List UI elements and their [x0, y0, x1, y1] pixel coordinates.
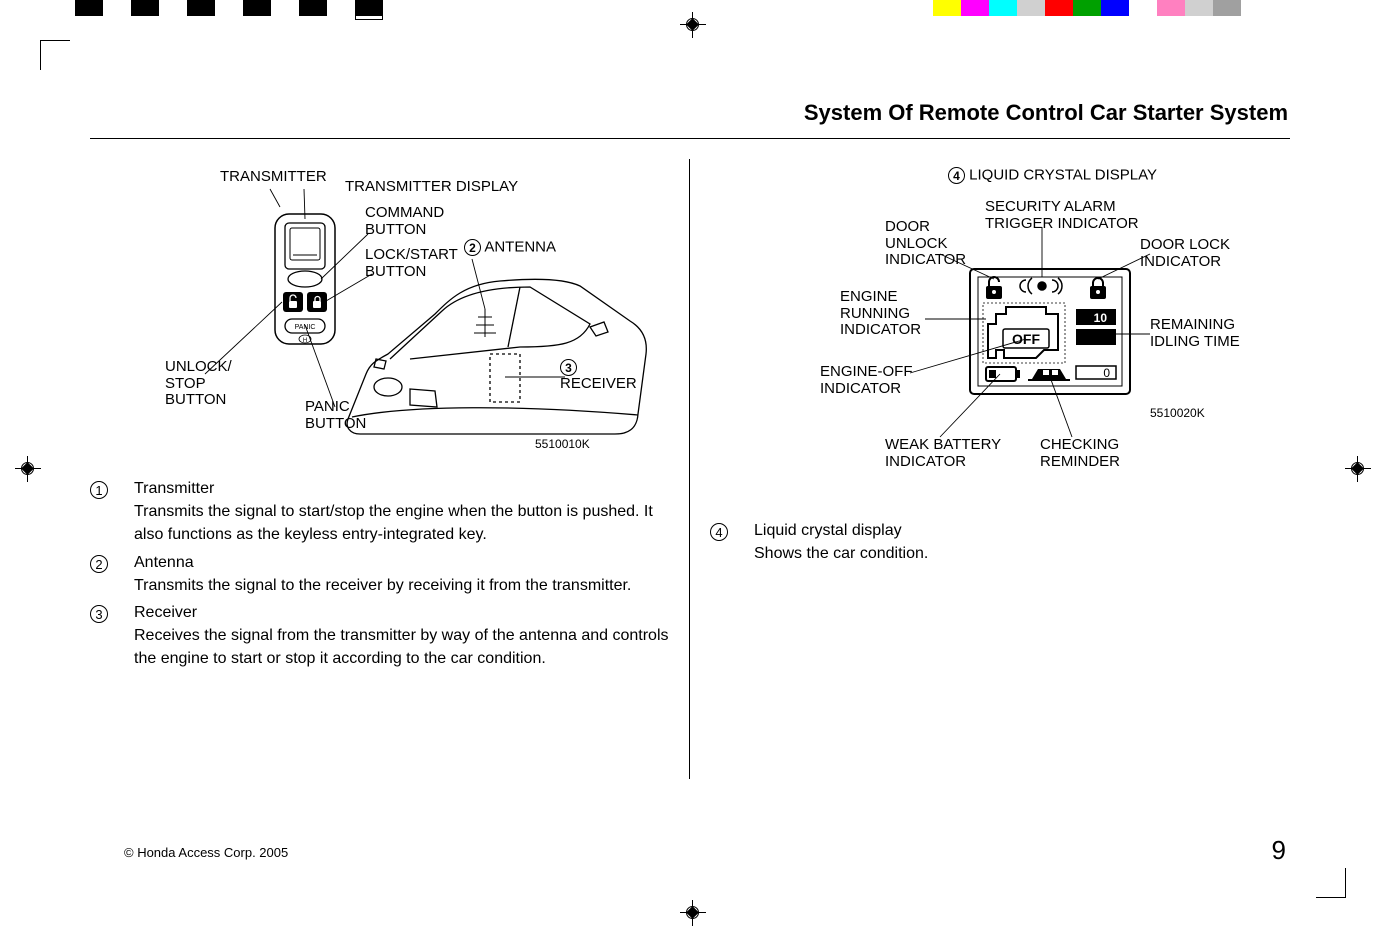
footer-copyright: © Honda Access Corp. 2005 — [124, 845, 288, 860]
car-icon — [347, 279, 646, 434]
label-antenna: 2 ANTENNA — [464, 239, 556, 256]
list-item: 4 Liquid crystal displayShows the car con… — [710, 519, 1290, 565]
svg-text:OFF: OFF — [1012, 331, 1040, 347]
list-item-desc: Transmits the signal to start/stop the e… — [134, 500, 669, 546]
list-number-icon: 1 — [90, 481, 108, 499]
label-engine-off: ENGINE-OFF INDICATOR — [820, 364, 913, 397]
colorbar-swatch — [187, 0, 215, 16]
lcd-icon: OFF 10 0 — [970, 269, 1130, 394]
label-receiver: 3 RECEIVER — [560, 359, 637, 393]
registration-mark-icon — [683, 903, 703, 923]
list-item-title: Antenna — [134, 551, 631, 574]
list-item: 1 TransmitterTransmits the signal to star… — [90, 477, 669, 547]
colorbar-swatch — [1185, 0, 1213, 16]
list-item-title: Transmitter — [134, 477, 669, 500]
colorbar-swatch — [215, 0, 243, 16]
registration-mark-icon — [18, 459, 38, 479]
colorbar-swatch — [243, 0, 271, 16]
figure-lcd: 4 LIQUID CRYSTAL DISPLAY — [710, 159, 1290, 479]
label-checking-reminder: CHECKING REMINDER — [1040, 437, 1120, 470]
label-door-unlock: DOOR UNLOCK INDICATOR — [885, 219, 966, 269]
colorbar-swatch — [131, 0, 159, 16]
list-number-icon: 3 — [90, 605, 108, 623]
crop-mark-icon — [1316, 868, 1346, 898]
registration-mark-icon — [1348, 459, 1368, 479]
list-item: 3 ReceiverReceives the signal from the tr… — [90, 601, 669, 671]
svg-text:H: H — [303, 338, 307, 344]
label-lock-start-button: LOCK/START BUTTON — [365, 247, 458, 280]
colorbar-swatch — [1045, 0, 1073, 16]
colorbar-swatch — [1157, 0, 1185, 16]
list-item-desc: Transmits the signal to the receiver by … — [134, 574, 631, 597]
colorbar-swatch — [961, 0, 989, 16]
transmitter-icon: PANIC H — [275, 214, 335, 344]
colorbar-swatch — [327, 0, 355, 16]
list-item-title: Liquid crystal display — [754, 519, 928, 542]
label-transmitter-display: TRANSMITTER DISPLAY — [345, 179, 518, 196]
colorbar-swatch — [989, 0, 1017, 16]
svg-text:0: 0 — [1103, 366, 1110, 380]
colorbar-swatch — [271, 0, 299, 16]
colorbar-swatch — [933, 0, 961, 16]
list-item: 2 AntennaTransmits the signal to the rece… — [90, 551, 669, 597]
label-weak-battery: WEAK BATTERY INDICATOR — [885, 437, 1001, 470]
colorbar-swatch — [1213, 0, 1241, 16]
list-number-icon: 2 — [90, 555, 108, 573]
colorbar-swatch — [159, 0, 187, 16]
label-security-alarm: SECURITY ALARM TRIGGER INDICATOR — [985, 199, 1139, 232]
left-column: PANIC H — [90, 159, 690, 779]
label-panic-button: PANIC BUTTON — [305, 399, 366, 432]
component-list-right: 4 Liquid crystal displayShows the car con… — [710, 519, 1290, 565]
colorbar-swatch — [103, 0, 131, 16]
footer-page-number: 9 — [1272, 835, 1286, 866]
colorbar-swatch — [299, 0, 327, 16]
colorbar-swatch — [75, 0, 103, 16]
figure-code: 5510020K — [1150, 406, 1205, 420]
registration-mark-icon — [683, 15, 703, 35]
colorbar-swatch — [1129, 0, 1157, 16]
page-content: System Of Remote Control Car Starter Sys… — [90, 100, 1290, 830]
list-number-icon: 4 — [710, 523, 728, 541]
list-item-desc: Receives the signal from the transmitter… — [134, 624, 669, 670]
svg-text:10: 10 — [1094, 311, 1108, 325]
title-rule — [90, 138, 1290, 139]
colorbar-swatch — [1101, 0, 1129, 16]
label-unlock-stop-button: UNLOCK/ STOP BUTTON — [165, 359, 232, 409]
label-remaining-idling: REMAINING IDLING TIME — [1150, 317, 1240, 350]
list-item-title: Receiver — [134, 601, 669, 624]
label-command-button: COMMAND BUTTON — [365, 205, 444, 238]
crop-mark-icon — [40, 40, 70, 70]
component-list-left: 1 TransmitterTransmits the signal to star… — [90, 477, 669, 671]
print-color-bar — [0, 0, 1386, 16]
figure-transmitter-car: PANIC H — [90, 159, 669, 459]
figure-code: 5510010K — [535, 437, 590, 451]
label-engine-running: ENGINE RUNNING INDICATOR — [840, 289, 921, 339]
colorbar-swatch — [1073, 0, 1101, 16]
colorbar-swatch — [1017, 0, 1045, 16]
page-title: System Of Remote Control Car Starter Sys… — [90, 100, 1290, 126]
label-door-lock: DOOR LOCK INDICATOR — [1140, 237, 1230, 270]
right-column: 4 LIQUID CRYSTAL DISPLAY — [690, 159, 1290, 779]
label-transmitter: TRANSMITTER — [220, 169, 327, 186]
list-item-desc: Shows the car condition. — [754, 542, 928, 565]
